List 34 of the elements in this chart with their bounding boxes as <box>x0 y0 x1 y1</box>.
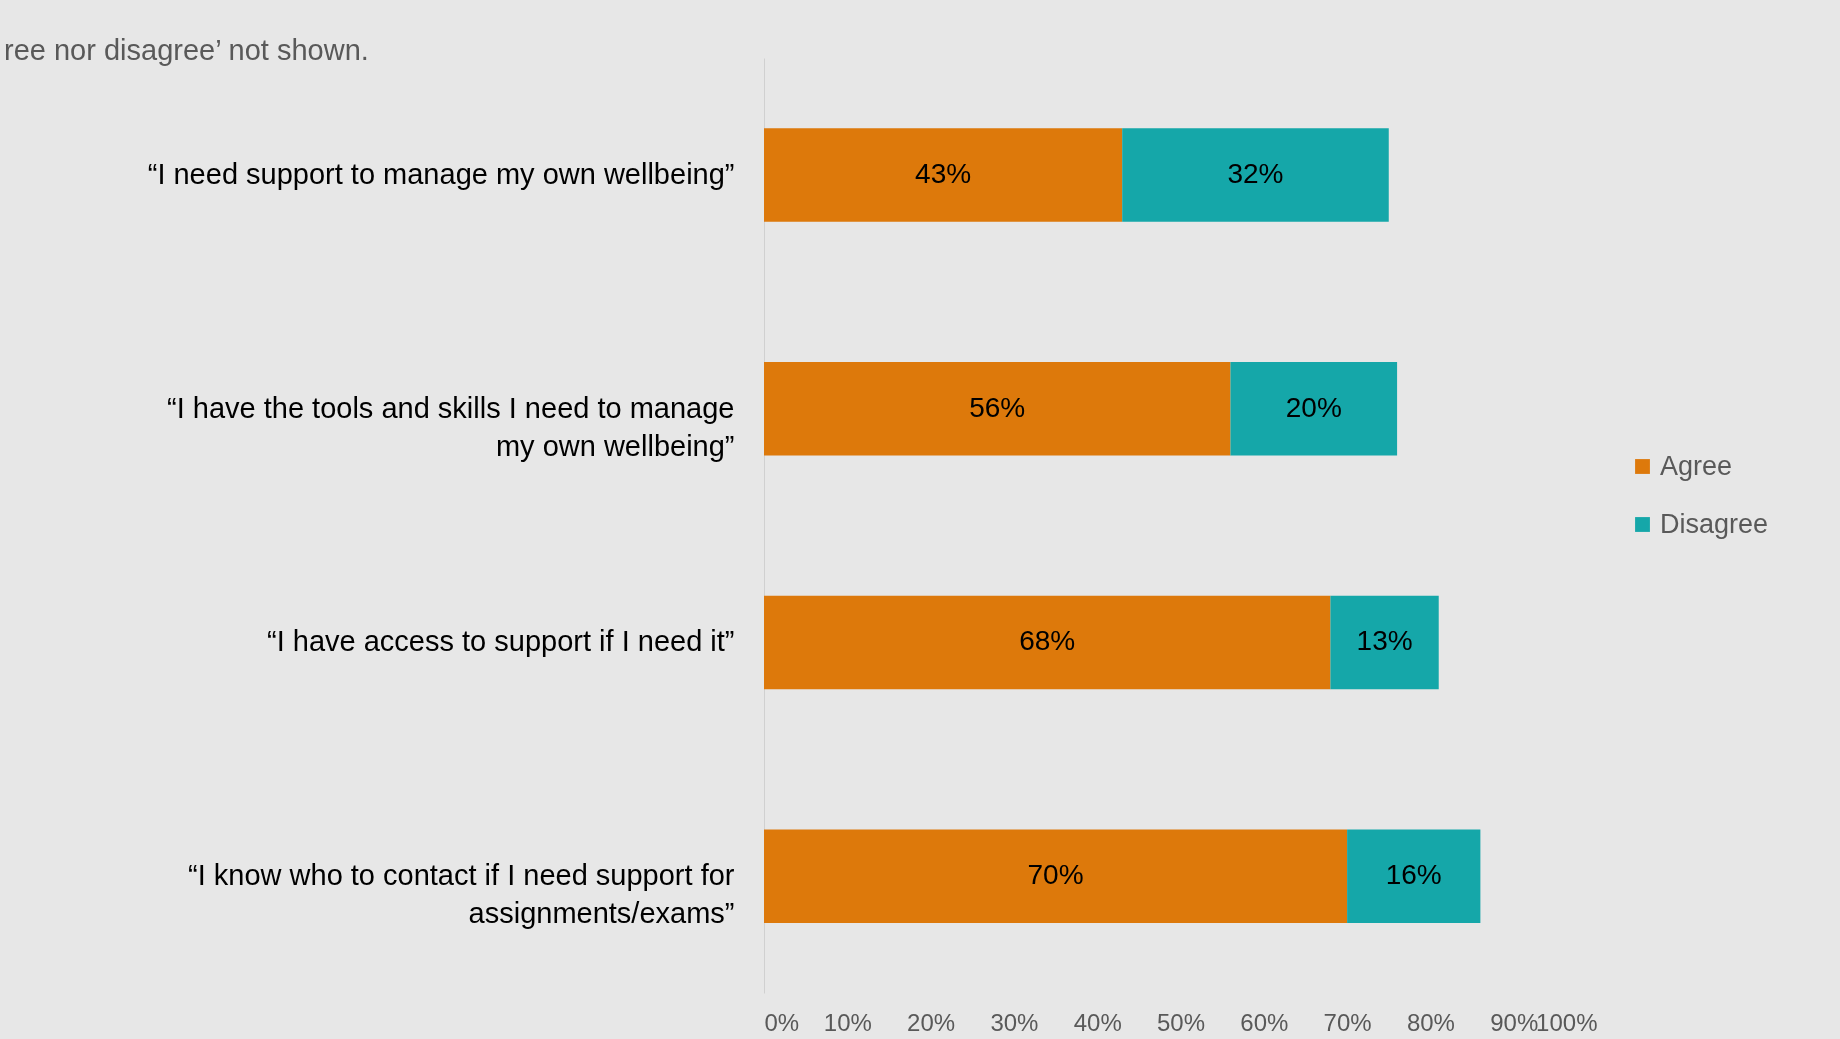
x-tick-label: 0% <box>764 1008 800 1036</box>
x-tick-label: 10% <box>823 1008 872 1036</box>
bar <box>1122 128 1389 222</box>
bar <box>1347 829 1481 923</box>
legend-label: Disagree <box>1660 508 1769 539</box>
bar <box>1230 361 1398 456</box>
x-tick-label: 60% <box>1240 1008 1289 1036</box>
x-tick-label: 50% <box>1156 1008 1206 1036</box>
data-label: 56% <box>969 391 1026 423</box>
x-tick-label: 100% <box>1536 1008 1598 1036</box>
x-tick-label: 80% <box>1406 1008 1455 1036</box>
data-label: 16% <box>1385 859 1442 891</box>
data-label: 13% <box>1356 625 1413 657</box>
bar <box>764 128 1123 222</box>
text: ree nor disagree’ not shown. <box>4 34 369 66</box>
bar <box>764 829 1348 923</box>
data-label: 43% <box>915 157 972 189</box>
x-tick-label: 20% <box>907 1008 956 1036</box>
y-tick-label: “I know who to contact if I need support for assignments/exams” <box>188 859 735 930</box>
y-tick-label: “I have the tools and skills I need to manage my own wellbeing” <box>167 391 735 462</box>
x-tick-label: 30% <box>990 1008 1039 1036</box>
x-tick-label: 70% <box>1323 1008 1372 1036</box>
data-label: 70% <box>1027 859 1084 891</box>
legend-label: Agree <box>1660 450 1733 481</box>
y-tick-label: “I need support to manage my own wellbeing” <box>147 157 735 190</box>
bar <box>764 361 1231 456</box>
x-tick-label: 90% <box>1490 1008 1539 1036</box>
data-label: 68% <box>1019 625 1076 657</box>
x-tick-label: 40% <box>1073 1008 1122 1036</box>
data-label: 32% <box>1227 157 1284 189</box>
data-label: 20% <box>1285 391 1342 423</box>
bar <box>1330 595 1439 690</box>
y-tick-label: “I have access to support if I need it” <box>267 625 735 658</box>
bar <box>764 595 1331 690</box>
